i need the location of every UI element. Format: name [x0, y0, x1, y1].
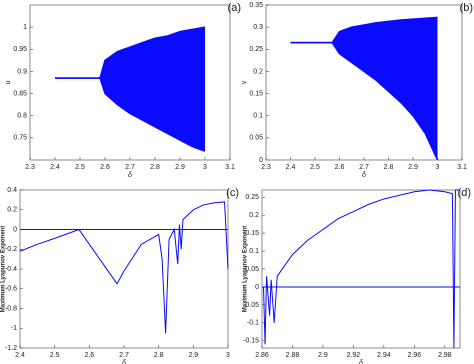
- x-tick-label: 2.4: [50, 164, 60, 171]
- band-edge: [55, 77, 206, 152]
- x-tick-label: 2.8: [384, 164, 394, 171]
- y-tick-label: 0.2: [7, 207, 17, 214]
- x-tick-label: 2.8: [150, 164, 160, 171]
- y-tick-label: -0.05: [243, 302, 259, 309]
- x-tick-label: 2.5: [310, 164, 320, 171]
- x-tick-label: 2.9: [188, 352, 198, 359]
- y-axis-label: Maximum Lyapunov Exponent: [1, 226, 7, 312]
- x-tick-label: 2.4: [286, 164, 296, 171]
- band-edge: [290, 41, 439, 161]
- y-tick-label: 0.25: [245, 194, 259, 201]
- y-axis-label: u: [5, 80, 12, 84]
- y-tick-label: 0.3: [253, 24, 263, 31]
- y-tick-label: 0.75: [13, 135, 27, 142]
- x-tick-label: 2.94: [377, 352, 391, 359]
- y-tick-label: 1: [23, 24, 27, 31]
- y-tick-label: 0: [13, 226, 17, 233]
- x-tick-label: 3: [436, 164, 440, 171]
- y-tick-label: 0.1: [249, 248, 259, 255]
- x-tick-label: 2.9: [408, 164, 418, 171]
- x-tick-label: 2.7: [359, 164, 369, 171]
- x-tick-label: 2.6: [335, 164, 345, 171]
- y-tick-label: 0.35: [249, 2, 263, 9]
- y-tick-label: -0.6: [5, 286, 17, 293]
- band-fill: [290, 17, 438, 161]
- y-tick-label: -0.2: [5, 246, 17, 253]
- x-tick-label: 2.5: [75, 164, 85, 171]
- y-axis-label: v: [241, 80, 248, 84]
- x-axis-label: δ: [122, 360, 126, 364]
- x-tick-label: 2.8: [154, 352, 164, 359]
- x-tick-label: 2.92: [347, 352, 361, 359]
- x-axis-label: δ: [362, 172, 366, 179]
- x-tick-label: 2.6: [84, 352, 94, 359]
- x-tick-label: 2.7: [125, 164, 135, 171]
- lyapunov-line: [263, 189, 460, 349]
- y-tick-label: 0.05: [249, 135, 263, 142]
- x-tick-label: 2.9: [175, 164, 185, 171]
- y-tick-label: -1.2: [5, 345, 17, 352]
- x-tick-label: 2.4: [15, 352, 25, 359]
- x-tick-label: 2.86: [255, 352, 269, 359]
- panel-label: (a): [228, 2, 241, 14]
- x-tick-label: 2.96: [407, 352, 421, 359]
- y-tick-label: -0.8: [5, 305, 17, 312]
- x-tick-label: 2.6: [100, 164, 110, 171]
- x-tick-label: 2.88: [286, 352, 300, 359]
- y-tick-label: 0.15: [245, 230, 259, 237]
- y-tick-label: 0.95: [13, 46, 27, 53]
- lyapunov-line: [19, 201, 229, 334]
- y-tick-label: 0.25: [249, 46, 263, 53]
- x-tick-label: 3.1: [225, 164, 235, 171]
- plot-frame: [19, 189, 229, 349]
- x-tick-label: 2.9: [318, 352, 328, 359]
- y-tick-label: 0.1: [253, 113, 263, 120]
- x-tick-label: 2.3: [25, 164, 35, 171]
- y-tick-label: -0.4: [5, 266, 17, 273]
- x-tick-label: 3.1: [457, 164, 467, 171]
- y-tick-label: 0.9: [17, 68, 27, 75]
- y-tick-label: -0.1: [247, 320, 259, 327]
- y-axis-label: Maximum Lyapunov Exponent: [243, 226, 249, 312]
- y-tick-label: 0.2: [249, 212, 259, 219]
- y-tick-label: 0: [259, 157, 263, 164]
- y-tick-label: 0.05: [245, 266, 259, 273]
- x-tick-label: 2.3: [261, 164, 271, 171]
- panel-label: (d): [458, 187, 471, 199]
- y-tick-label: 0.2: [253, 68, 263, 75]
- y-tick-label: 0.4: [7, 187, 17, 194]
- x-axis-label: δ: [359, 360, 363, 364]
- y-tick-label: 0.85: [13, 90, 27, 97]
- y-tick-label: -0.15: [243, 338, 259, 345]
- y-tick-label: 0.15: [249, 90, 263, 97]
- plot-frame: [261, 189, 461, 349]
- y-tick-label: 0: [255, 284, 259, 291]
- panel-label: (c): [226, 187, 239, 199]
- x-axis-label: δ: [128, 172, 132, 179]
- band-fill: [55, 27, 205, 152]
- x-tick-label: 2.7: [119, 352, 129, 359]
- x-tick-label: 3: [203, 164, 207, 171]
- panel-label: (b): [460, 2, 473, 14]
- x-tick-label: 2.5: [50, 352, 60, 359]
- x-tick-label: 2.98: [438, 352, 452, 359]
- y-tick-label: 0.8: [17, 113, 27, 120]
- y-tick-label: -1: [11, 325, 17, 332]
- x-tick-label: 3: [226, 352, 230, 359]
